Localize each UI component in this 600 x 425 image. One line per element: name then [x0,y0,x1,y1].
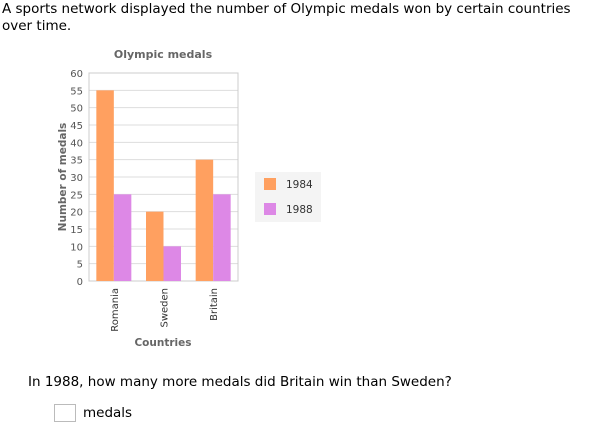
x-tick-label: Britain [209,288,220,321]
bar-sweden-1984 [146,211,164,281]
y-tick-label: 30 [70,173,83,184]
y-tick-label: 10 [70,242,83,253]
y-tick-label: 55 [70,86,83,97]
intro-text: A sports network displayed the number of… [2,1,571,34]
x-tick-label: Romania [110,288,121,332]
legend-label: 1984 [286,179,313,191]
y-tick-label: 50 [70,104,83,115]
y-tick-label: 45 [70,121,83,132]
bar-romania-1984 [96,90,114,281]
y-axis-label: Number of medals [57,123,69,232]
answer-unit: medals [83,405,133,421]
bar-britain-1988 [213,194,231,281]
y-tick-label: 0 [77,277,83,288]
y-tick-label: 60 [70,69,83,80]
x-axis-label: Countries [134,337,191,349]
legend-swatch-1984 [264,178,276,190]
chart-title: Olympic medals [114,48,213,61]
y-tick-label: 35 [70,156,83,167]
x-tick-label: Sweden [160,288,171,328]
bar-sweden-1988 [163,246,181,281]
question-text: In 1988, how many more medals did Britai… [28,374,452,390]
y-tick-label: 40 [70,138,83,149]
y-tick-label: 20 [70,208,83,219]
y-tick-label: 25 [70,190,83,201]
y-tick-label: 15 [70,225,83,236]
answer-input[interactable] [54,404,76,422]
legend-swatch-1988 [264,203,276,215]
bar-chart: Olympic medals 0 5 10 15 20 25 30 35 40 45 50 55 60 Ro… [57,48,321,349]
bar-britain-1984 [195,159,214,281]
bar-romania-1988 [113,194,132,281]
legend-label: 1988 [286,204,313,216]
y-tick-label: 5 [77,260,83,271]
